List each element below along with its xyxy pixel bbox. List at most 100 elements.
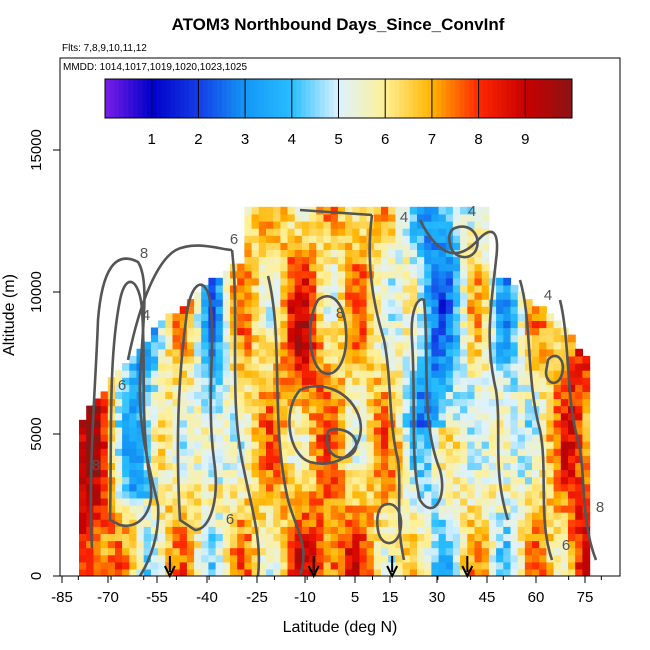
- heatmap-cell: [337, 320, 346, 329]
- heatmap-cell: [373, 554, 382, 563]
- heatmap-cell: [560, 419, 569, 428]
- heatmap-cell: [373, 348, 382, 357]
- heatmap-cell: [452, 441, 461, 449]
- heatmap-cell: [222, 497, 231, 506]
- heatmap-cell: [517, 348, 526, 357]
- heatmap-cell: [503, 540, 512, 549]
- heatmap-cell: [107, 554, 116, 563]
- heatmap-cell: [179, 540, 188, 549]
- heatmap-cell: [460, 370, 468, 378]
- heatmap-cell: [237, 512, 245, 520]
- heatmap-cell: [230, 526, 238, 534]
- heatmap-cell: [309, 384, 317, 392]
- heatmap-cell: [266, 519, 274, 527]
- heatmap-cell: [539, 540, 547, 549]
- heatmap-cell: [93, 412, 102, 421]
- heatmap-cell: [345, 540, 353, 549]
- heatmap-cell: [517, 377, 526, 385]
- heatmap-cell: [165, 505, 174, 513]
- heatmap-cell: [330, 419, 339, 428]
- heatmap-cell: [222, 434, 231, 442]
- colorbar-swatch: [436, 79, 442, 118]
- heatmap-cell: [381, 434, 389, 442]
- heatmap-cell: [122, 391, 130, 400]
- heatmap-cell: [266, 419, 274, 428]
- heatmap-cell: [337, 270, 346, 279]
- heatmap-cell: [266, 526, 274, 534]
- heatmap-cell: [524, 568, 533, 576]
- heatmap-cell: [517, 391, 526, 400]
- heatmap-cell: [86, 412, 94, 421]
- heatmap-cell: [172, 412, 181, 421]
- heatmap-cell: [273, 277, 281, 286]
- heatmap-cell: [309, 299, 317, 307]
- heatmap-cell: [409, 476, 418, 485]
- heatmap-cell: [560, 568, 569, 576]
- heatmap-cell: [417, 327, 425, 336]
- heatmap-cell: [359, 426, 368, 435]
- heatmap-cell: [438, 242, 447, 250]
- heatmap-cell: [280, 561, 289, 570]
- heatmap-cell: [230, 434, 238, 442]
- heatmap-cell: [330, 242, 339, 250]
- heatmap-cell: [503, 398, 512, 407]
- heatmap-cell: [294, 256, 303, 265]
- heatmap-cell: [244, 306, 253, 314]
- heatmap-cell: [215, 561, 224, 570]
- heatmap-cell: [366, 370, 375, 378]
- heatmap-cell: [194, 505, 202, 513]
- heatmap-cell: [150, 412, 159, 421]
- heatmap-cell: [287, 235, 296, 243]
- heatmap-cell: [258, 434, 267, 442]
- heatmap-cell: [402, 412, 411, 421]
- heatmap-cell: [294, 270, 303, 279]
- heatmap-cell: [467, 469, 476, 478]
- heatmap-cell: [337, 540, 346, 549]
- heatmap-cell: [179, 505, 188, 513]
- heatmap-cell: [158, 469, 166, 478]
- heatmap-cell: [150, 476, 159, 485]
- heatmap-cell: [179, 497, 188, 506]
- heatmap-cell: [172, 370, 181, 378]
- heatmap-cell: [510, 299, 519, 307]
- heatmap-cell: [93, 519, 102, 527]
- heatmap-cell: [481, 384, 490, 392]
- heatmap-cell: [568, 419, 576, 428]
- heatmap-cell: [503, 355, 512, 364]
- heatmap-cell: [402, 462, 411, 471]
- heatmap-cell: [107, 512, 116, 520]
- heatmap-cell: [560, 341, 569, 350]
- heatmap-cell: [488, 490, 497, 499]
- heatmap-cell: [136, 505, 145, 513]
- heatmap-cell: [424, 206, 432, 215]
- heatmap-cell: [287, 334, 296, 343]
- heatmap-cell: [460, 341, 468, 350]
- colorbar-swatch: [123, 79, 129, 118]
- heatmap-cell: [409, 533, 418, 542]
- heatmap-cell: [136, 455, 145, 463]
- heatmap-cell: [431, 249, 440, 258]
- heatmap-cell: [575, 412, 583, 421]
- heatmap-cell: [388, 540, 396, 549]
- heatmap-cell: [373, 540, 382, 549]
- heatmap-cell: [273, 497, 281, 506]
- heatmap-cell: [524, 519, 533, 527]
- heatmap-cell: [560, 363, 569, 371]
- heatmap-cell: [266, 568, 274, 576]
- heatmap-cell: [222, 348, 231, 357]
- heatmap-cell: [143, 526, 152, 534]
- heatmap-cell: [388, 213, 396, 222]
- heatmap-cell: [481, 398, 490, 407]
- heatmap-cell: [510, 462, 519, 471]
- heatmap-cell: [337, 434, 346, 442]
- heatmap-cell: [575, 519, 583, 527]
- colorbar-tick-label: 9: [521, 131, 529, 148]
- heatmap-cell: [452, 519, 461, 527]
- heatmap-cell: [460, 462, 468, 471]
- heatmap-cell: [467, 249, 476, 258]
- heatmap-cell: [186, 490, 195, 499]
- heatmap-cell: [301, 327, 310, 336]
- heatmap-cell: [424, 213, 432, 222]
- heatmap-cell: [352, 363, 361, 371]
- y-tick-label: 5000: [28, 417, 45, 450]
